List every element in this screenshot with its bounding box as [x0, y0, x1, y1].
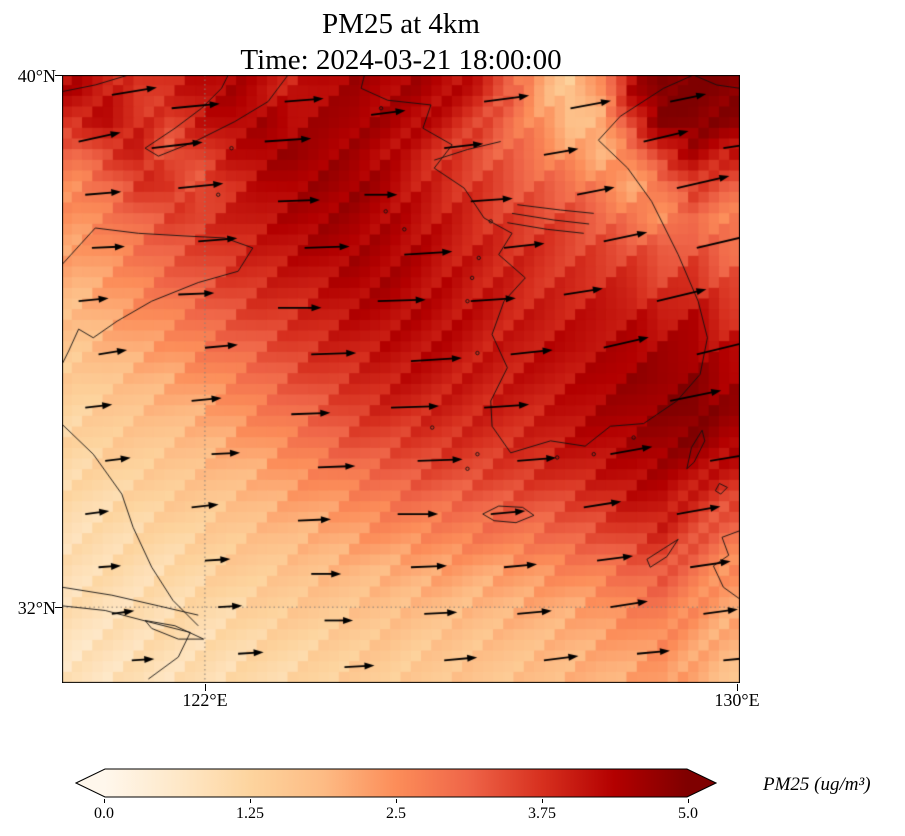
colorbar-tick-label: 1.25 — [236, 805, 264, 822]
colorbar-tickmark — [688, 799, 689, 803]
colorbar-tickmark — [250, 799, 251, 803]
colorbar-tickmark — [104, 799, 105, 803]
y-axis-tickmark-40n — [55, 75, 62, 76]
chart-title: PM25 at 4km — [322, 8, 480, 40]
pm25-heatmap-canvas — [62, 75, 740, 683]
colorbar-tick-label: 2.5 — [386, 805, 406, 822]
colorbar-tick-label: 3.75 — [528, 805, 556, 822]
y-axis-tick-40n: 40°N — [17, 66, 56, 86]
colorbar-tick-label: 5.0 — [678, 805, 698, 822]
map-plot-area — [62, 75, 740, 683]
x-axis-tick-122e: 122°E — [182, 690, 228, 710]
colorbar: 0.0 1.25 2.5 3.75 5.0 — [74, 768, 718, 828]
x-axis-tickmark-122e — [205, 684, 206, 691]
colorbar-label: PM25 (ug/m³) — [763, 774, 871, 795]
y-axis-tickmark-32n — [55, 607, 62, 608]
colorbar-gradient-bar — [74, 768, 718, 798]
chart-subtitle-time: Time: 2024-03-21 18:00:00 — [240, 44, 562, 76]
colorbar-ticks: 0.0 1.25 2.5 3.75 5.0 — [75, 799, 717, 827]
x-axis-tickmark-130e — [737, 684, 738, 691]
colorbar-tick-label: 0.0 — [94, 805, 114, 822]
x-axis-tick-130e: 130°E — [714, 690, 760, 710]
y-axis-tick-32n: 32°N — [17, 598, 56, 618]
colorbar-tickmark — [542, 799, 543, 803]
chart-title-block: PM25 at 4km Time: 2024-03-21 18:00:00 — [62, 6, 740, 78]
colorbar-tickmark — [396, 799, 397, 803]
